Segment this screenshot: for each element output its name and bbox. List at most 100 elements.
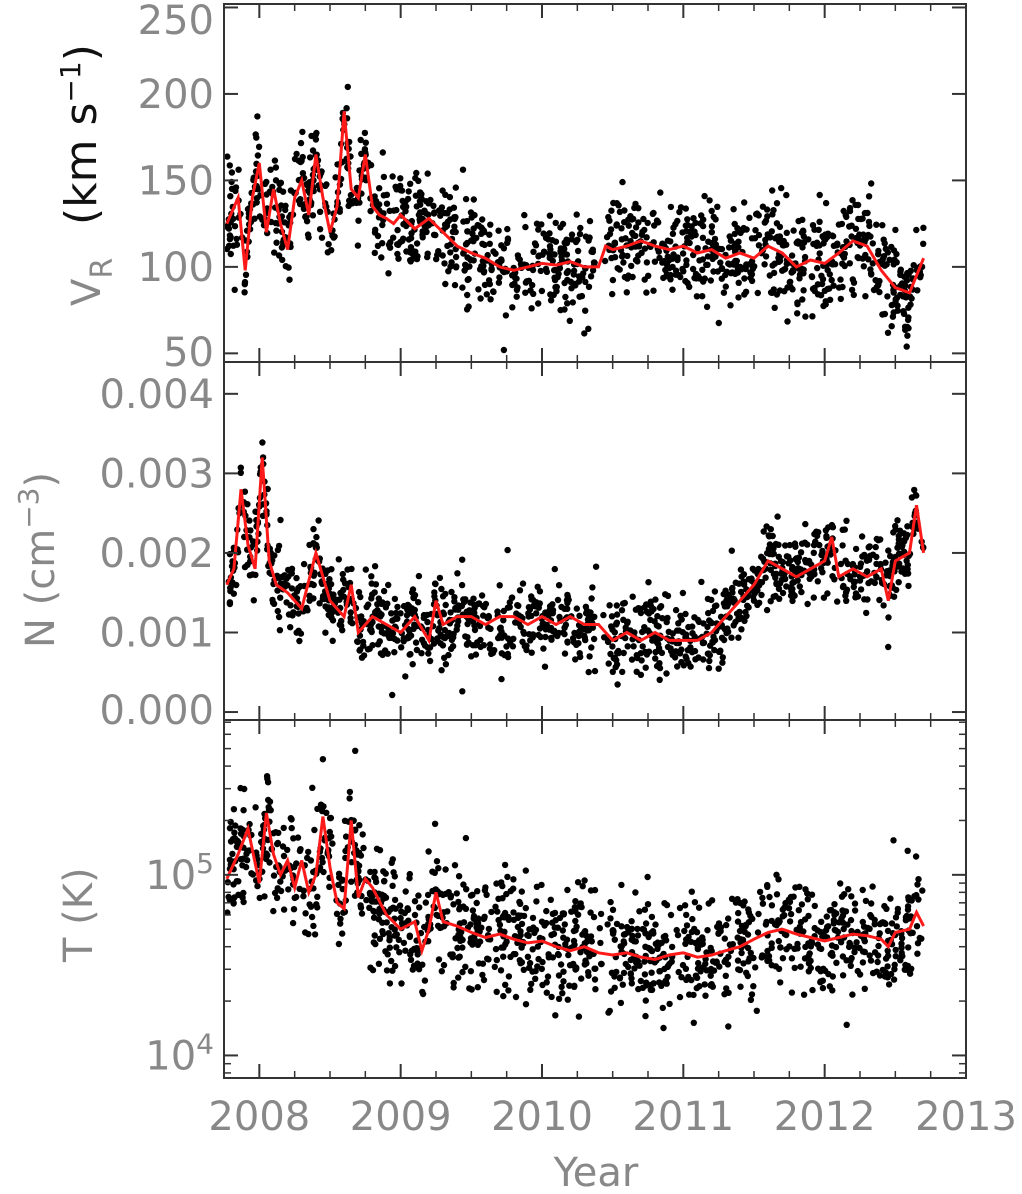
data-point: [440, 634, 447, 641]
data-point: [862, 897, 870, 905]
data-point: [811, 287, 818, 295]
data-point: [411, 898, 419, 905]
data-point: [614, 681, 621, 688]
data-point: [635, 985, 642, 993]
data-point: [648, 913, 656, 921]
data-point: [713, 602, 720, 609]
data-point: [894, 517, 901, 524]
data-point: [261, 893, 268, 900]
data-point: [398, 920, 406, 927]
data-point: [571, 629, 578, 637]
data-point: [444, 908, 451, 915]
data-point: [768, 944, 775, 951]
data-point: [632, 889, 639, 896]
data-point: [581, 961, 588, 968]
data-point: [415, 892, 422, 899]
data-point: [763, 606, 771, 614]
data-point: [514, 914, 522, 921]
data-point: [330, 595, 338, 602]
data-point: [814, 264, 821, 272]
data-point: [587, 273, 595, 280]
data-point: [691, 274, 698, 282]
data-point: [864, 596, 871, 603]
data-point: [705, 664, 713, 672]
data-point: [313, 129, 320, 137]
data-point: [597, 910, 605, 918]
data-point: [862, 293, 869, 300]
data-point: [641, 958, 648, 965]
data-point: [783, 229, 790, 236]
data-point: [892, 953, 899, 960]
data-point: [628, 925, 635, 932]
data-point: [274, 839, 282, 847]
data-point: [708, 207, 715, 215]
data-point: [264, 485, 271, 493]
data-point: [654, 945, 661, 952]
data-point: [811, 902, 818, 910]
data-point: [795, 907, 802, 914]
data-point: [259, 439, 266, 446]
data-point: [299, 201, 306, 208]
data-point: [528, 305, 535, 312]
data-point: [879, 311, 886, 318]
data-point: [843, 597, 850, 604]
data-point: [440, 923, 448, 930]
data-point: [754, 929, 762, 936]
data-point: [589, 248, 596, 256]
data-point: [275, 613, 283, 621]
data-point: [486, 240, 493, 247]
data-point: [228, 169, 236, 176]
data-point: [402, 947, 409, 954]
data-point: [277, 887, 285, 895]
data-point: [645, 272, 652, 279]
data-point: [648, 969, 655, 976]
data-point: [508, 594, 515, 602]
data-point: [868, 900, 875, 907]
data-point: [670, 251, 677, 258]
data-point: [267, 166, 274, 173]
data-point: [479, 216, 486, 223]
data-point: [509, 643, 517, 650]
data-point: [771, 921, 779, 928]
data-point: [572, 238, 580, 246]
data-point: [442, 224, 449, 231]
data-point: [786, 918, 794, 925]
data-point: [651, 258, 659, 265]
data-point: [698, 578, 705, 586]
data-point: [555, 582, 563, 589]
data-point: [551, 276, 559, 284]
data-point: [290, 835, 297, 842]
data-point: [391, 896, 399, 904]
data-point: [300, 560, 308, 568]
data-point: [464, 239, 471, 247]
data-point: [539, 981, 546, 989]
data-point: [667, 238, 674, 245]
data-point: [384, 600, 391, 607]
data-point: [749, 265, 757, 272]
data-point: [524, 953, 532, 960]
data-point: [407, 180, 414, 187]
data-point: [345, 202, 352, 210]
data-point: [609, 276, 617, 284]
data-point: [720, 289, 728, 296]
data-point: [752, 964, 759, 971]
data-point: [639, 643, 646, 650]
data-point: [697, 220, 704, 227]
data-point: [832, 943, 840, 951]
data-point: [462, 834, 470, 842]
t-running-mean-line: [225, 812, 925, 962]
data-point: [528, 593, 535, 600]
data-point: [564, 886, 571, 894]
data-point: [378, 891, 386, 898]
data-point: [522, 1001, 530, 1008]
data-point: [585, 283, 593, 290]
data-point: [482, 600, 490, 608]
data-point: [372, 198, 380, 205]
data-point: [291, 155, 299, 163]
data-point: [869, 240, 876, 247]
data-point: [731, 230, 738, 238]
data-point: [719, 654, 726, 661]
data-point: [455, 873, 463, 880]
data-point: [708, 239, 716, 247]
data-point: [469, 941, 476, 948]
